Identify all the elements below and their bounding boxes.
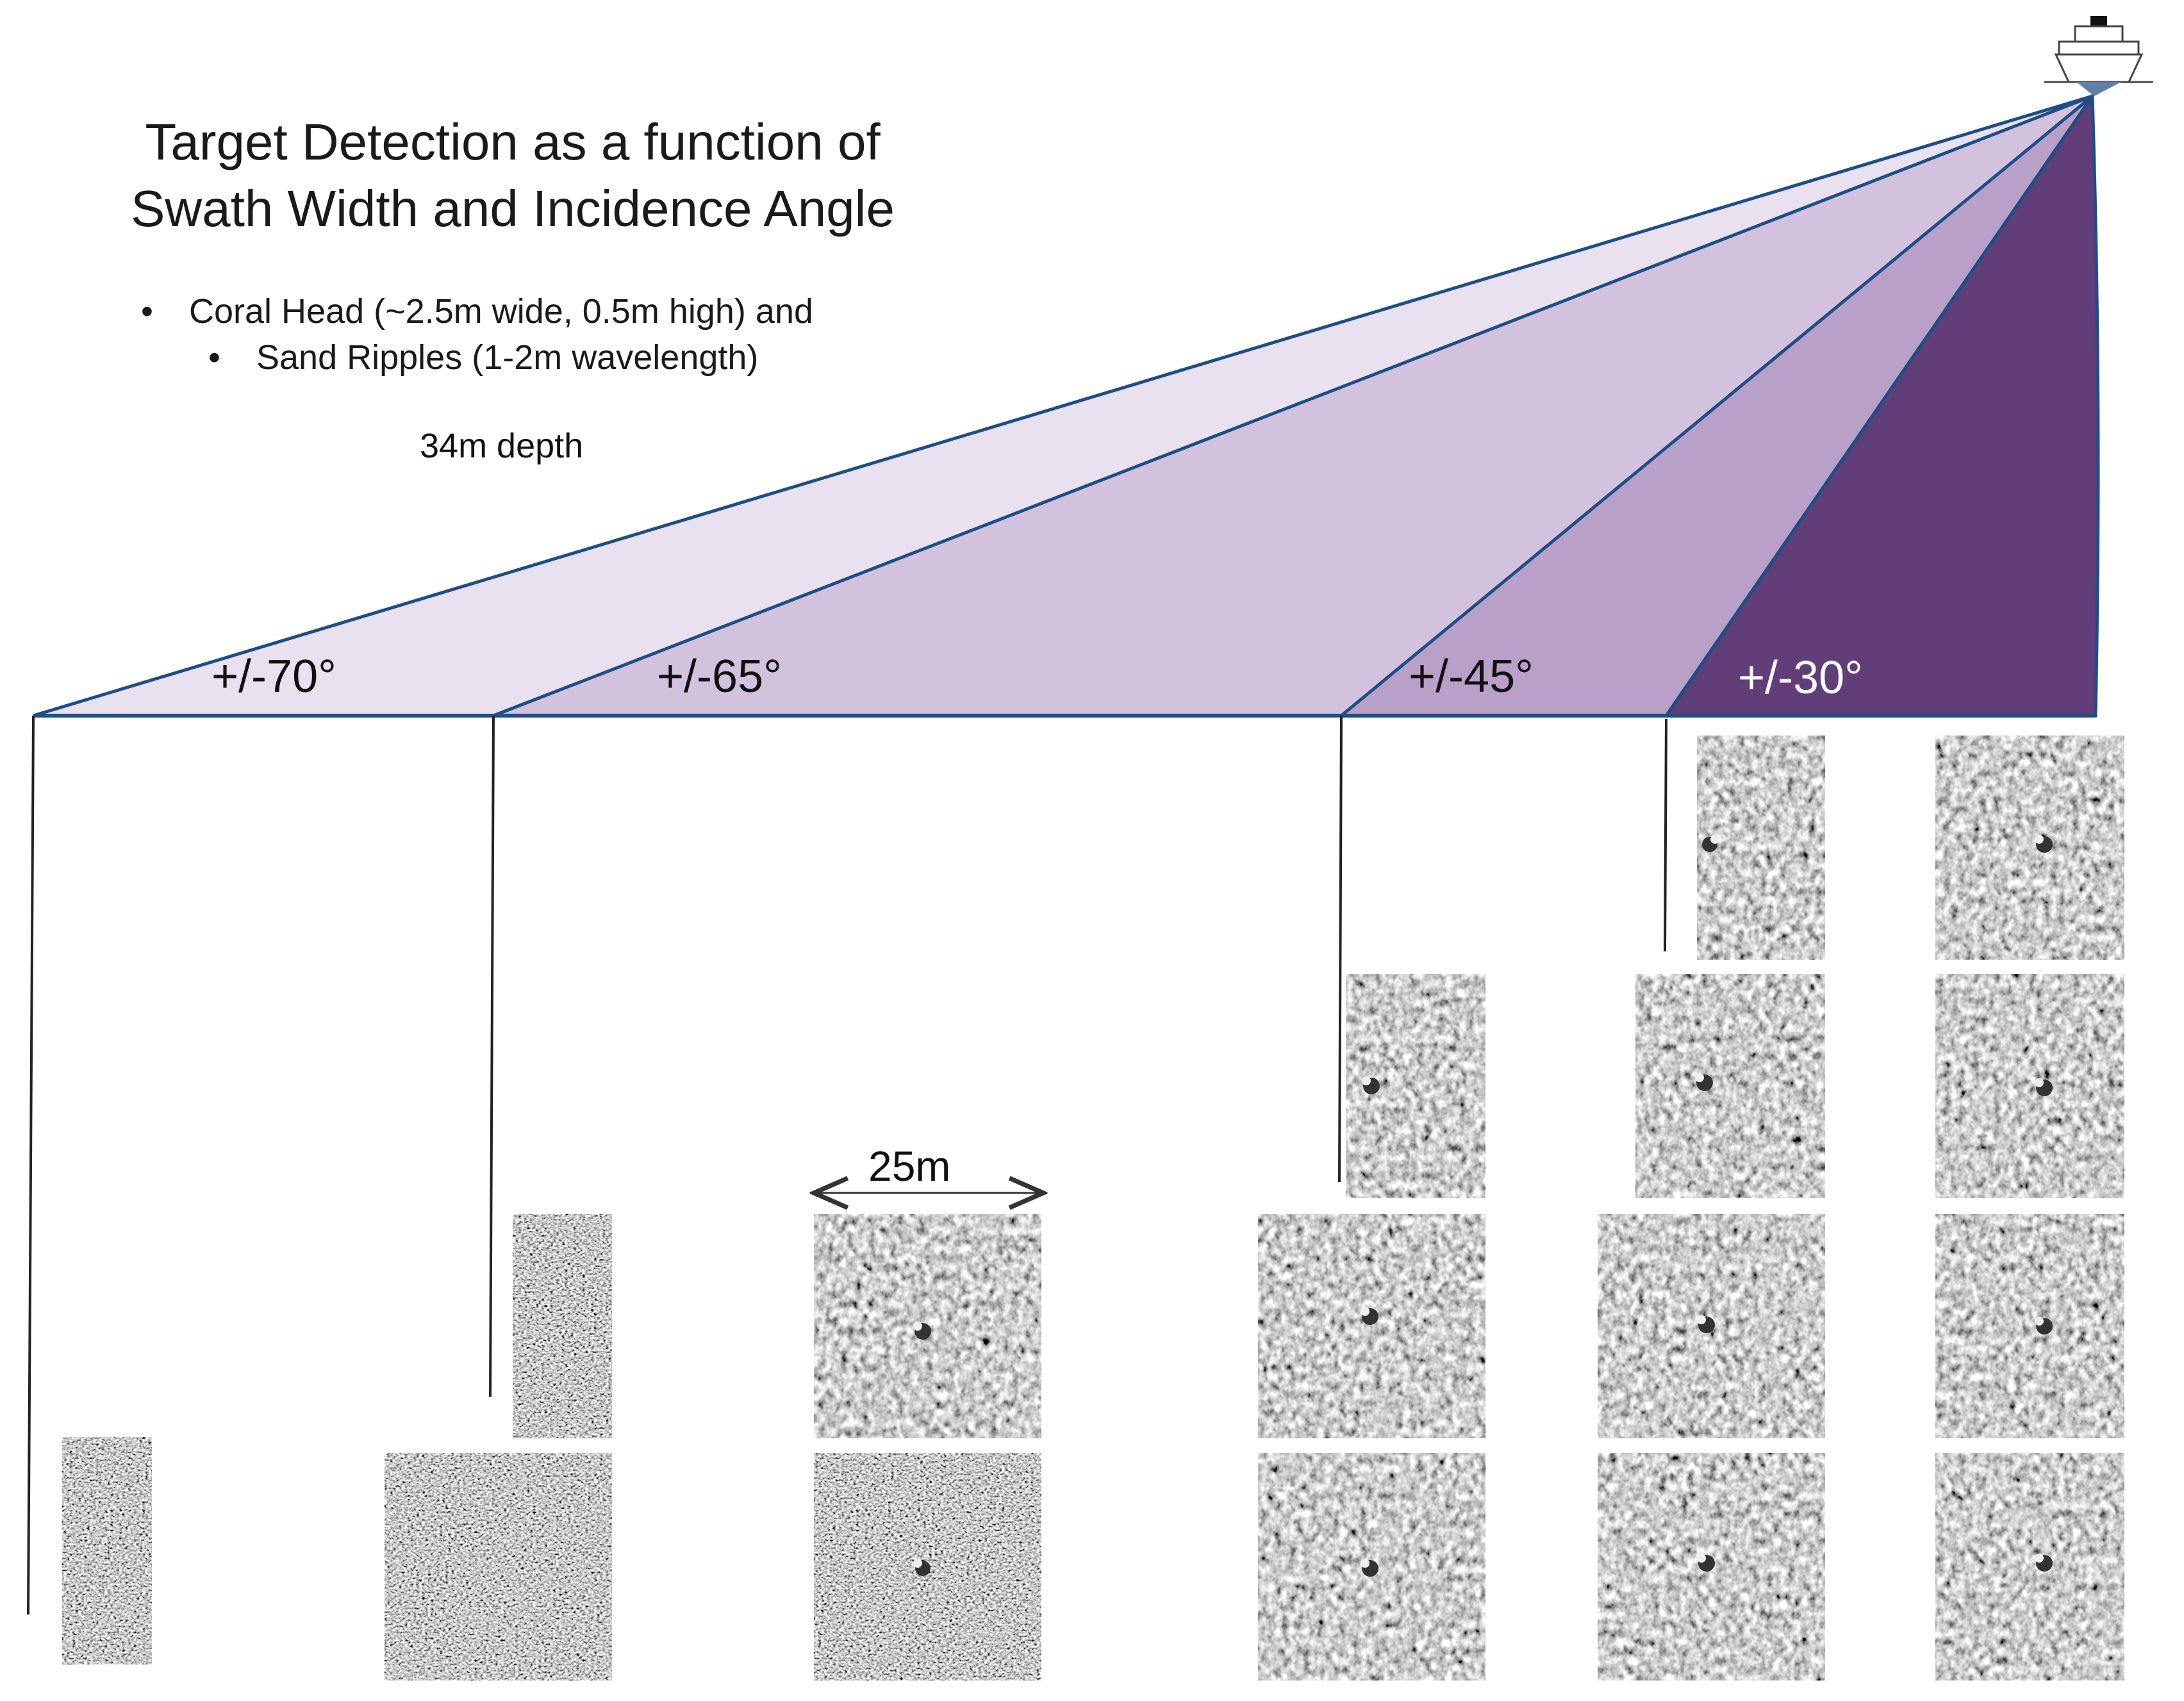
bathymetry-tile	[385, 1453, 612, 1680]
scale-bar-label: 25m	[868, 1142, 951, 1190]
tile-row-2	[1346, 974, 2124, 1198]
drop-line-30	[1664, 718, 1667, 952]
diagram-title: Target Detection as a function of Swath …	[51, 109, 974, 242]
bullet-list: Coral Head (~2.5m wide, 0.5m high) and S…	[141, 288, 813, 381]
bathymetry-tile	[1598, 1453, 1825, 1680]
tile-row-4	[62, 1437, 2124, 1680]
bathymetry-tile	[62, 1437, 152, 1664]
bullet-sand-ripples: Sand Ripples (1-2m wavelength)	[208, 334, 813, 381]
drop-line-45	[1338, 715, 1343, 1183]
title-line-1: Target Detection as a function of	[145, 113, 881, 170]
bathymetry-tile	[1935, 735, 2124, 960]
swath-30-fan	[1663, 91, 2100, 718]
bathymetry-tile	[1598, 1214, 1825, 1438]
angle-label-70: +/-70°	[211, 651, 336, 702]
bullet-coral-head: Coral Head (~2.5m wide, 0.5m high) and	[141, 288, 813, 334]
bathymetry-tile	[1346, 974, 1485, 1198]
bathymetry-tile	[814, 1214, 1041, 1438]
angle-label-45: +/-45°	[1409, 651, 1534, 702]
bathymetry-tile	[1935, 974, 2124, 1198]
bathymetry-tile	[1935, 1214, 2124, 1438]
title-line-2: Swath Width and Incidence Angle	[131, 180, 895, 237]
bathymetry-tile	[814, 1453, 1041, 1680]
bathymetry-tile	[1697, 735, 1825, 960]
tile-row-3	[513, 1214, 2124, 1438]
angle-label-65: +/-65°	[657, 651, 782, 702]
angle-label-30: +/-30°	[1738, 652, 1863, 703]
depth-label: 34m depth	[420, 427, 584, 465]
ship-icon	[2044, 16, 2153, 96]
bathymetry-tile	[1258, 1453, 1485, 1680]
bathymetry-tile	[1935, 1453, 2124, 1680]
drop-line-70	[27, 715, 35, 1615]
tile-row-1	[1697, 735, 2124, 960]
bathymetry-tile	[513, 1214, 612, 1438]
bathymetry-tile	[1258, 1214, 1485, 1438]
drop-line-65	[489, 715, 495, 1397]
bathymetry-tile	[1635, 974, 1825, 1198]
